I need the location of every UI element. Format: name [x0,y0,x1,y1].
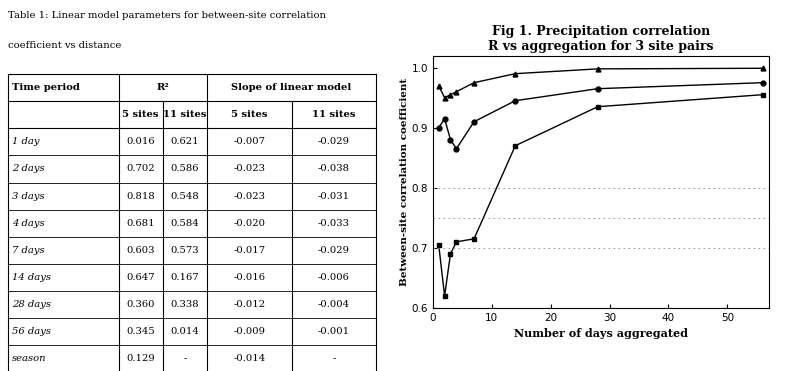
Text: 0.016: 0.016 [126,137,155,147]
Text: -0.006: -0.006 [318,273,349,282]
Text: -0.038: -0.038 [318,164,349,174]
Text: -0.023: -0.023 [233,191,265,201]
Text: 0.621: 0.621 [171,137,199,147]
Text: -0.023: -0.023 [233,164,265,174]
Text: -: - [332,354,336,363]
Text: 0.681: 0.681 [126,219,155,228]
Text: Table 1: Linear model parameters for between-site correlation: Table 1: Linear model parameters for bet… [8,11,326,20]
Text: 0.603: 0.603 [126,246,155,255]
Text: -0.016: -0.016 [233,273,265,282]
Text: 0.338: 0.338 [171,300,199,309]
Text: -0.029: -0.029 [318,137,349,147]
Text: -0.001: -0.001 [318,327,350,336]
Text: 0.818: 0.818 [126,191,155,201]
Text: R²: R² [156,83,169,92]
Text: 5 sites: 5 sites [231,110,268,119]
Text: Time period: Time period [12,83,80,92]
Text: 0.548: 0.548 [171,191,199,201]
X-axis label: Number of days aggregated: Number of days aggregated [514,328,688,339]
Text: 5 sites: 5 sites [122,110,159,119]
Text: 0.647: 0.647 [126,273,155,282]
Text: 28 days: 28 days [12,300,51,309]
Text: 0.345: 0.345 [126,327,155,336]
Text: 0.586: 0.586 [171,164,199,174]
Text: 2 days: 2 days [12,164,44,174]
Text: 1 day: 1 day [12,137,40,147]
Text: -0.031: -0.031 [318,191,350,201]
Text: 7 days: 7 days [12,246,44,255]
Text: 0.702: 0.702 [126,164,155,174]
Text: -0.014: -0.014 [233,354,265,363]
Text: -0.004: -0.004 [318,300,350,309]
Text: 11 sites: 11 sites [312,110,356,119]
Title: Fig 1. Precipitation correlation
R vs aggregation for 3 site pairs: Fig 1. Precipitation correlation R vs ag… [488,25,714,53]
Text: 11 sites: 11 sites [163,110,206,119]
Text: -: - [183,354,186,363]
Text: coefficient vs distance: coefficient vs distance [8,41,121,50]
Text: -0.020: -0.020 [233,219,265,228]
Text: -0.033: -0.033 [318,219,349,228]
Text: 0.360: 0.360 [126,300,155,309]
Text: 0.573: 0.573 [171,246,199,255]
Text: -0.017: -0.017 [233,246,265,255]
Text: 0.584: 0.584 [171,219,199,228]
Text: 3 days: 3 days [12,191,44,201]
Text: season: season [12,354,47,363]
Y-axis label: Between-site correlation coefficient: Between-site correlation coefficient [400,78,409,286]
Text: 56 days: 56 days [12,327,51,336]
Text: -0.012: -0.012 [233,300,265,309]
Text: 0.129: 0.129 [126,354,155,363]
Text: 0.014: 0.014 [171,327,199,336]
Text: -0.007: -0.007 [233,137,265,147]
Text: Slope of linear model: Slope of linear model [231,83,352,92]
Text: 4 days: 4 days [12,219,44,228]
Text: 14 days: 14 days [12,273,51,282]
Text: -0.009: -0.009 [233,327,265,336]
Text: 0.167: 0.167 [171,273,199,282]
Text: -0.029: -0.029 [318,246,349,255]
